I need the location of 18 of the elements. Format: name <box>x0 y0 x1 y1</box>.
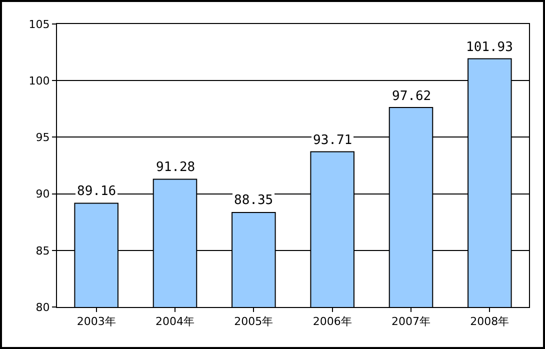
data-label: 97.62 <box>392 89 432 104</box>
x-tick-label: 2007年 <box>392 315 430 328</box>
data-label: 89.16 <box>77 184 116 199</box>
x-tick-label: 2004年 <box>156 315 194 328</box>
data-label: 93.71 <box>313 133 352 148</box>
x-tick-label: 2003年 <box>76 315 116 328</box>
data-label: 101.93 <box>466 40 513 55</box>
y-tick-label: 85 <box>36 244 50 258</box>
x-tick-label: 2008年 <box>470 315 510 328</box>
x-tick-label: 2006年 <box>312 315 352 328</box>
y-tick-label: 95 <box>36 131 50 144</box>
y-tick-label: 105 <box>28 18 50 31</box>
x-tick-label: 2005年 <box>234 315 274 328</box>
y-tick-label: 100 <box>28 74 50 88</box>
y-tick-label: 80 <box>36 300 50 314</box>
y-tick-label: 90 <box>36 188 50 201</box>
data-label: 91.28 <box>156 160 196 175</box>
data-label: 88.35 <box>234 193 274 208</box>
